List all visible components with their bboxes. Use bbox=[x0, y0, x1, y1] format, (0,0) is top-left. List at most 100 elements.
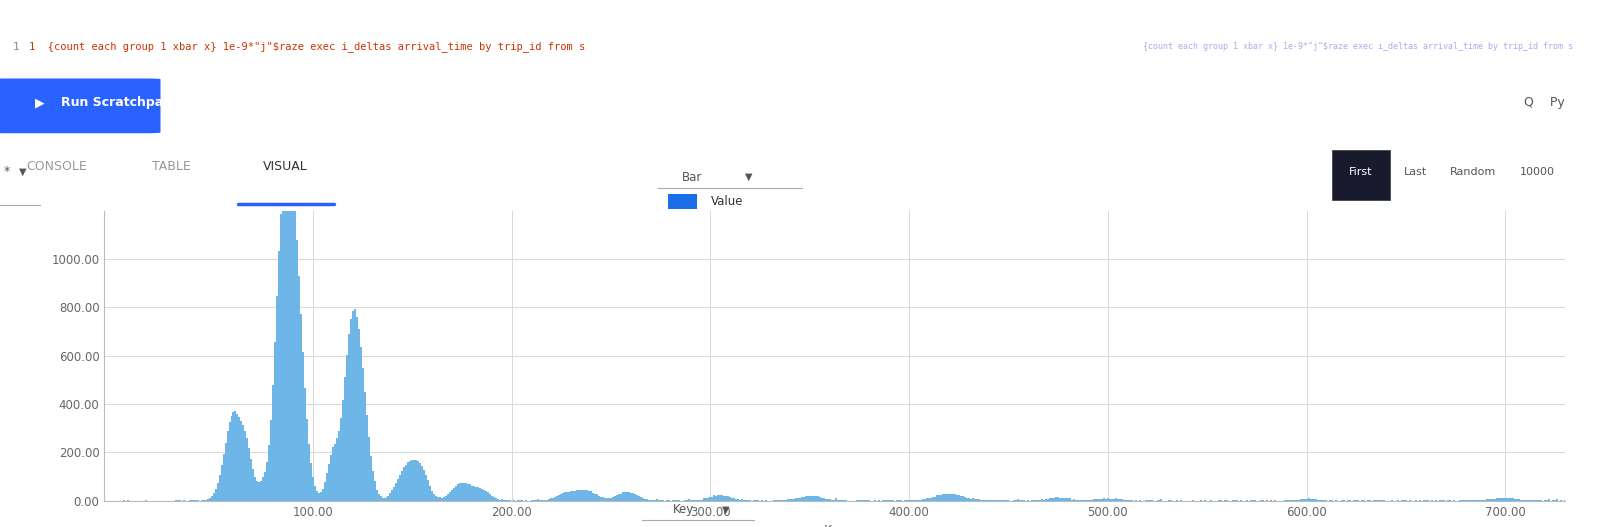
Bar bbox=[478, 488, 481, 501]
Bar bbox=[502, 500, 504, 501]
Bar bbox=[656, 499, 658, 501]
Bar bbox=[443, 497, 445, 501]
Bar bbox=[1343, 500, 1345, 501]
Bar bbox=[456, 486, 457, 501]
Bar bbox=[1146, 500, 1149, 501]
Bar bbox=[332, 447, 334, 501]
Bar bbox=[576, 490, 578, 501]
Bar bbox=[1066, 499, 1067, 501]
Bar bbox=[661, 500, 664, 501]
Text: VISUAL: VISUAL bbox=[263, 160, 308, 173]
Bar bbox=[811, 496, 812, 501]
Bar bbox=[823, 497, 825, 501]
Bar bbox=[331, 455, 332, 501]
Bar bbox=[486, 492, 490, 501]
Bar bbox=[1416, 500, 1417, 501]
Bar bbox=[963, 497, 966, 501]
Bar bbox=[570, 491, 573, 501]
Bar bbox=[1093, 499, 1095, 501]
Bar bbox=[727, 496, 729, 501]
Bar bbox=[546, 500, 549, 501]
Bar bbox=[351, 311, 353, 501]
Bar bbox=[796, 498, 799, 501]
Bar bbox=[591, 492, 592, 501]
Bar bbox=[334, 444, 335, 501]
Bar bbox=[1042, 499, 1043, 501]
Bar bbox=[525, 500, 526, 501]
Bar bbox=[748, 500, 750, 501]
Bar bbox=[801, 497, 802, 501]
Bar bbox=[289, 161, 291, 501]
Bar bbox=[904, 500, 907, 501]
Bar bbox=[215, 489, 217, 501]
Bar bbox=[1074, 500, 1075, 501]
Bar bbox=[565, 492, 567, 501]
Bar bbox=[636, 495, 637, 501]
Bar bbox=[952, 494, 953, 501]
Bar bbox=[212, 493, 215, 501]
Bar bbox=[1046, 499, 1050, 501]
Bar bbox=[648, 500, 650, 501]
Bar bbox=[400, 475, 401, 501]
Bar bbox=[494, 498, 498, 501]
Bar bbox=[802, 496, 804, 501]
Bar bbox=[1441, 500, 1443, 501]
Bar bbox=[1119, 500, 1120, 501]
Bar bbox=[490, 494, 491, 501]
Bar bbox=[228, 422, 231, 501]
Bar bbox=[1124, 500, 1125, 501]
Bar bbox=[1144, 500, 1146, 501]
Bar bbox=[687, 500, 690, 501]
Text: Last: Last bbox=[1404, 167, 1427, 177]
Bar bbox=[1520, 500, 1522, 501]
Bar bbox=[1043, 500, 1045, 501]
Bar bbox=[568, 492, 570, 501]
Bar bbox=[220, 465, 223, 501]
Bar bbox=[552, 497, 554, 501]
Bar bbox=[1493, 499, 1494, 501]
Bar bbox=[610, 497, 612, 501]
Bar bbox=[941, 495, 942, 501]
Bar bbox=[549, 499, 551, 501]
Bar bbox=[1502, 498, 1504, 501]
Bar bbox=[766, 500, 767, 501]
Bar bbox=[459, 483, 461, 501]
Bar bbox=[425, 475, 427, 501]
Bar bbox=[1514, 499, 1517, 501]
Bar bbox=[270, 420, 273, 501]
Bar bbox=[1316, 500, 1318, 501]
Bar bbox=[366, 415, 368, 501]
Bar bbox=[1491, 499, 1493, 501]
Bar bbox=[1499, 499, 1501, 501]
Bar bbox=[209, 498, 210, 501]
Bar bbox=[899, 500, 900, 501]
Bar bbox=[1501, 499, 1502, 501]
Bar bbox=[799, 497, 801, 501]
Text: Q    Py: Q Py bbox=[1525, 96, 1565, 109]
Text: ▶: ▶ bbox=[35, 96, 45, 109]
Bar bbox=[953, 494, 957, 501]
Bar bbox=[942, 494, 944, 501]
Bar bbox=[936, 495, 937, 501]
Bar bbox=[319, 492, 323, 501]
Bar bbox=[713, 495, 716, 501]
Bar bbox=[915, 500, 916, 501]
Bar bbox=[1509, 499, 1510, 501]
Bar bbox=[937, 495, 941, 501]
Text: Key: Key bbox=[672, 503, 695, 516]
Bar bbox=[372, 471, 374, 501]
Bar bbox=[820, 498, 823, 501]
Text: 10000: 10000 bbox=[1520, 167, 1555, 177]
Bar bbox=[624, 492, 626, 501]
Bar bbox=[666, 500, 668, 501]
Bar bbox=[350, 319, 351, 501]
Bar bbox=[234, 412, 236, 501]
Text: ▼: ▼ bbox=[745, 172, 753, 182]
Bar bbox=[642, 498, 644, 501]
Bar bbox=[310, 463, 311, 501]
Bar bbox=[602, 497, 603, 501]
Bar bbox=[416, 460, 417, 501]
Bar bbox=[793, 499, 794, 501]
Bar bbox=[299, 276, 300, 501]
Bar bbox=[345, 355, 348, 501]
